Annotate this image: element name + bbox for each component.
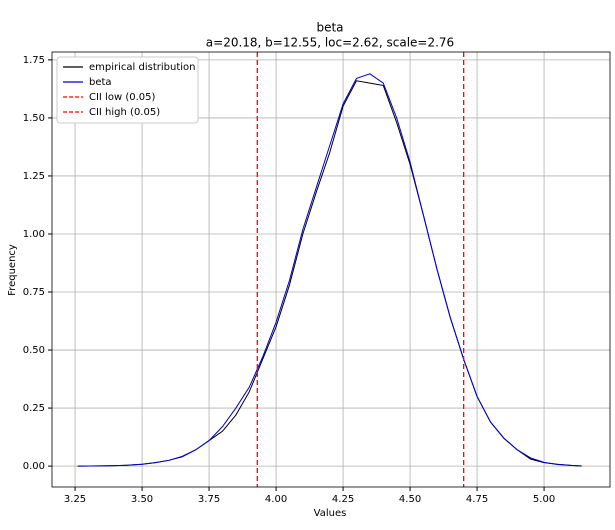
y-tick-label: 1.50 — [23, 113, 45, 124]
legend-box — [56, 56, 199, 124]
data-line — [77, 73, 582, 467]
x-tick-label: 5.00 — [533, 494, 555, 505]
x-tick-label: 3.50 — [131, 494, 153, 505]
chart-title: beta — [316, 21, 343, 35]
plot-frame — [51, 51, 611, 488]
y-tick-label: 0.00 — [23, 461, 45, 472]
legend-label: CII high (0.05) — [89, 107, 160, 118]
y-tick-label: 0.50 — [23, 345, 45, 356]
y-tick-label: 0.75 — [23, 287, 45, 298]
x-tick-label: 3.75 — [198, 494, 220, 505]
y-tick-label: 1.00 — [23, 229, 45, 240]
y-tick-label: 1.25 — [23, 171, 45, 182]
x-tick-label: 4.50 — [399, 494, 421, 505]
legend-label: beta — [89, 77, 112, 88]
legend-label: empirical distribution — [89, 62, 195, 73]
x-axis-label: Values — [314, 508, 347, 519]
legend-label: CII low (0.05) — [89, 92, 155, 103]
x-tick-label: 4.00 — [265, 494, 287, 505]
x-tick-label: 3.25 — [64, 494, 86, 505]
x-tick-label: 4.25 — [332, 494, 354, 505]
y-tick-label: 0.25 — [23, 403, 45, 414]
x-tick-label: 4.75 — [466, 494, 488, 505]
chart-subtitle: a=20.18, b=12.55, loc=2.62, scale=2.76 — [206, 36, 454, 50]
y-axis-label: Frequency — [7, 244, 18, 296]
y-tick-label: 1.75 — [23, 55, 45, 66]
